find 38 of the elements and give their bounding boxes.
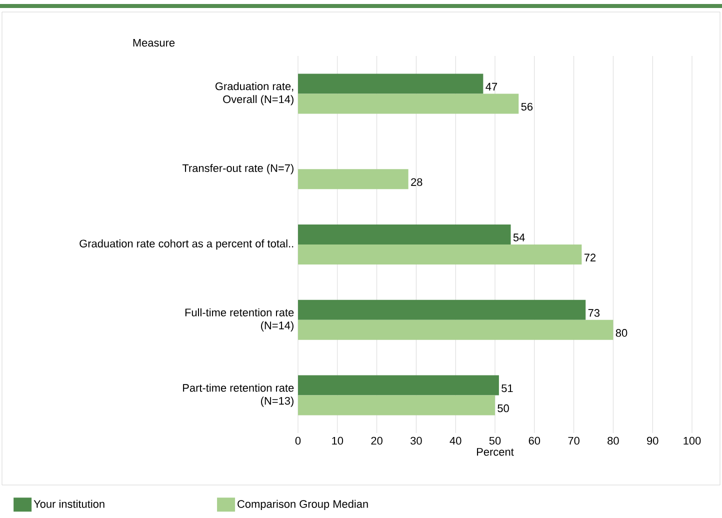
x-tick-label: 60 — [528, 436, 540, 445]
x-tick-label: 100 — [684, 436, 701, 445]
x-tick-label: 40 — [450, 436, 462, 445]
data-label: 72 — [584, 254, 596, 262]
y-tick-label: Full-time retention rate (N=14) — [185, 308, 294, 332]
data-label: 73 — [588, 309, 600, 317]
x-tick-label: 30 — [410, 436, 422, 445]
x-tick-label: 80 — [608, 436, 619, 445]
x-axis-title: Percent — [477, 448, 514, 456]
bar — [298, 395, 495, 416]
bar — [298, 375, 499, 396]
y-tick-label: Graduation rate cohort as a percent of total.. — [80, 239, 294, 250]
bar — [298, 74, 484, 94]
x-tick-label: 70 — [568, 436, 580, 445]
y-axis-title: Measure — [133, 38, 175, 47]
data-label: 56 — [521, 102, 533, 111]
y-tick-label: Graduation rate, Overall (N=14) — [216, 82, 294, 106]
data-label: 47 — [486, 82, 498, 90]
data-label: 28 — [411, 178, 422, 186]
data-label: 50 — [498, 404, 509, 412]
x-tick-label: 0 — [295, 436, 301, 445]
bar — [298, 300, 586, 320]
bar — [298, 320, 614, 340]
x-tick-label: 20 — [371, 436, 382, 445]
data-label: 54 — [513, 234, 525, 242]
legend-label: Your institution — [34, 500, 104, 508]
legend-label: Comparison Group Median — [238, 500, 368, 510]
y-tick-label: Part-time retention rate (N=13) — [183, 384, 294, 407]
data-label: 80 — [616, 329, 628, 337]
data-label: 51 — [502, 384, 513, 392]
bar — [298, 94, 519, 114]
x-tick-label: 10 — [332, 436, 344, 445]
x-tick-label: 50 — [489, 436, 501, 445]
bar — [298, 169, 408, 190]
y-tick-label: Transfer-out rate (N=7) — [182, 164, 294, 174]
bar — [298, 224, 511, 244]
x-tick-label: 90 — [647, 436, 658, 445]
bar — [298, 244, 582, 264]
